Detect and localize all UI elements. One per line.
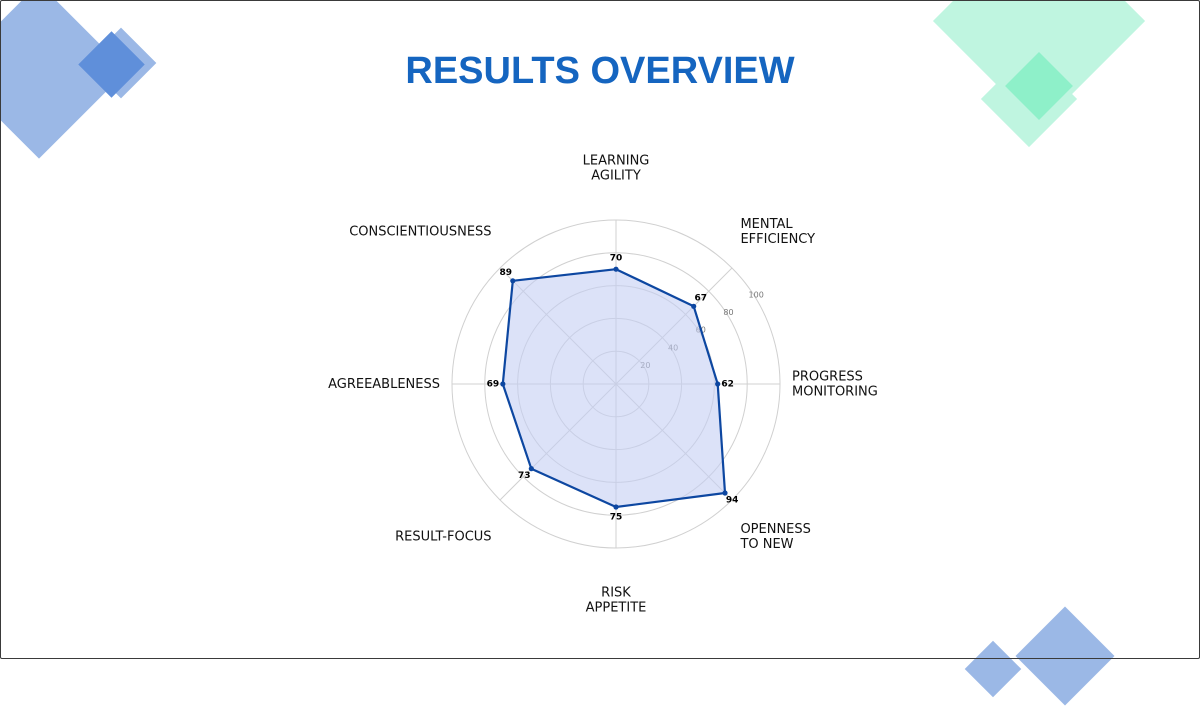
radar-data-label: 75 — [610, 513, 623, 523]
radial-tick-label: 80 — [723, 308, 733, 317]
radar-data-label: 70 — [610, 254, 623, 264]
radar-data-point — [613, 504, 619, 510]
radar-data-label: 67 — [695, 294, 708, 304]
radar-data-point — [510, 278, 516, 284]
axis-category-label: OPENNESS TO NEW — [739, 522, 810, 552]
radar-data-label: 89 — [499, 268, 512, 278]
radar-data-label: 73 — [518, 471, 531, 481]
radar-data-label: 69 — [487, 380, 500, 390]
axis-category-label: PROGRESS MONITORING — [792, 370, 878, 400]
radar-data-point — [691, 303, 697, 309]
radar-data-label: 94 — [726, 496, 739, 506]
axis-category-label: CONSCIENTIOUSNESS — [349, 224, 491, 239]
axis-category-label: RESULT-FOCUS — [395, 530, 491, 545]
axis-category-label: LEARNING AGILITY — [583, 154, 650, 184]
axis-category-label: AGREEABLENESS — [328, 377, 440, 392]
radar-data-point — [715, 381, 721, 387]
axis-category-label: MENTAL EFFICIENCY — [740, 217, 815, 247]
page-title: RESULTS OVERVIEW — [405, 50, 795, 92]
axis-category-label: RISK APPETITE — [586, 586, 647, 616]
radar-data-point — [613, 266, 619, 272]
radar-data-point — [500, 381, 506, 387]
radar-data-point — [528, 466, 534, 472]
radial-tick-label: 100 — [749, 291, 764, 300]
radar-data-label: 62 — [721, 380, 734, 390]
radar-data-point — [722, 490, 728, 496]
